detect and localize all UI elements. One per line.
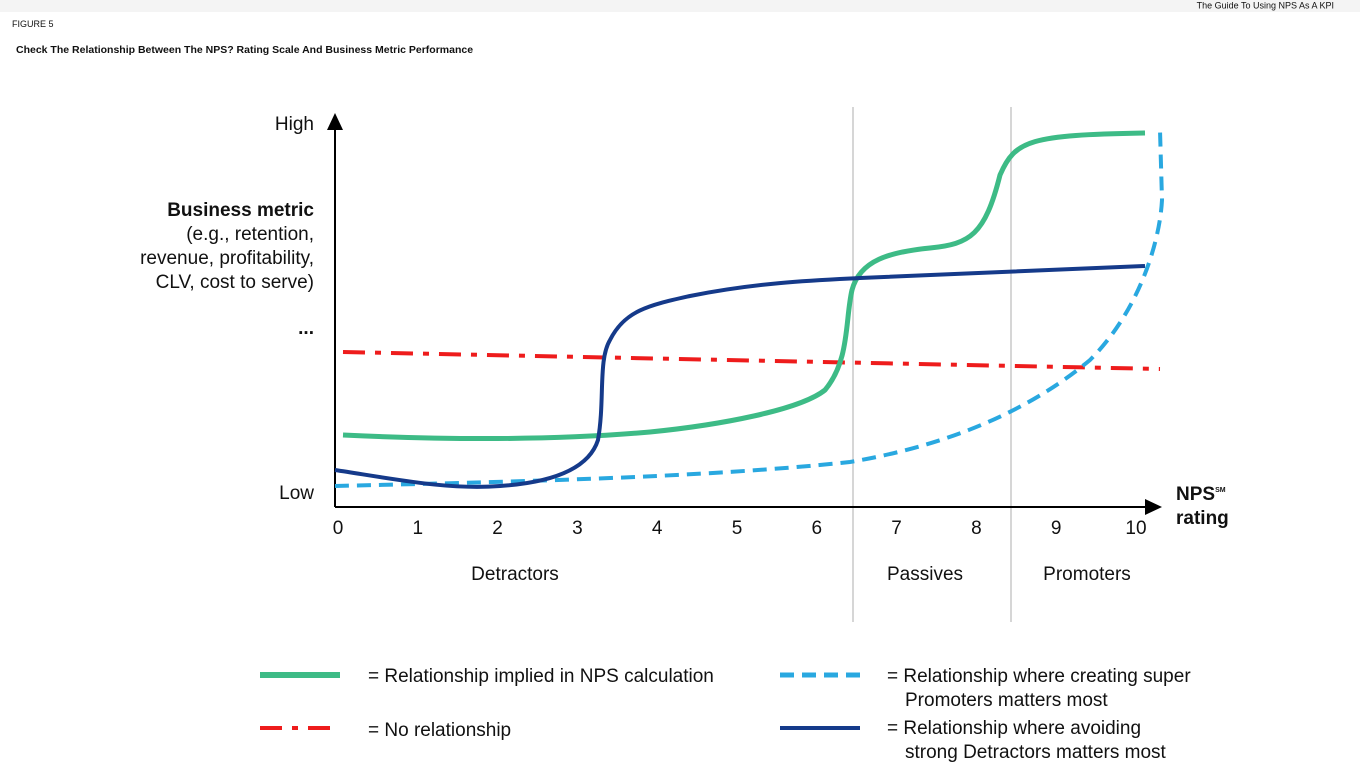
legend-text: = Relationship where avoiding <box>887 718 1141 739</box>
legend-text: Promoters matters most <box>905 690 1108 711</box>
legend-text: = No relationship <box>368 720 511 741</box>
x-tick-label: 9 <box>1051 518 1062 539</box>
report-title: The Guide To Using NPS As A KPI <box>1197 0 1334 10</box>
x-tick-label: 6 <box>812 518 823 539</box>
y-high: High <box>275 114 314 135</box>
y-label: Business metric <box>167 200 314 221</box>
y-low: Low <box>279 483 314 504</box>
y-label-line: revenue, profitability, <box>140 248 314 269</box>
x-arrow <box>1145 499 1162 515</box>
no-relationship-curve <box>342 350 1161 371</box>
x-tick-label: 3 <box>572 518 583 539</box>
figure-title: Check The Relationship Between The NPS? … <box>16 44 473 56</box>
figure-label: FIGURE 5 <box>12 19 54 29</box>
x-label-second: rating <box>1176 508 1229 529</box>
x-tick-label: 10 <box>1125 518 1146 539</box>
y-label-line: CLV, cost to serve) <box>156 272 314 293</box>
top-bar <box>0 0 1360 12</box>
x-tick-label: 0 <box>333 518 344 539</box>
y-arrow <box>327 113 343 130</box>
x-tick-label: 7 <box>891 518 902 539</box>
group-label: Promoters <box>1043 564 1131 585</box>
nps-curve <box>342 130 1146 441</box>
x-ticks: 0 1 2 3 4 5 6 7 8 9 10 <box>333 518 1147 539</box>
spacer <box>343 367 1160 369</box>
legend-text: = Relationship where creating super <box>887 666 1191 687</box>
x-label-sup: SM <box>1215 487 1226 494</box>
x-label-main: NPS <box>1176 484 1215 505</box>
legend-text: = Relationship implied in NPS calculatio… <box>368 666 714 687</box>
strong-detractors-curve <box>334 264 1146 489</box>
super-promoters-curve <box>334 129 1165 488</box>
legend-text: strong Detractors matters most <box>905 742 1167 763</box>
x-tick-label: 8 <box>971 518 982 539</box>
x-tick-label: 5 <box>732 518 743 539</box>
x-tick-label: 2 <box>492 518 503 539</box>
x-label: NPSSM <box>1176 484 1226 505</box>
y-label-line: (e.g., retention, <box>186 224 314 245</box>
group-label: Detractors <box>471 564 559 585</box>
x-tick-label: 1 <box>413 518 424 539</box>
x-tick-label: 4 <box>652 518 663 539</box>
y-ellipsis: ... <box>298 318 314 339</box>
group-label: Passives <box>887 564 963 585</box>
